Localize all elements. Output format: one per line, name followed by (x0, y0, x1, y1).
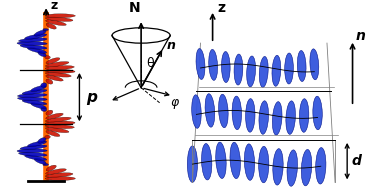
Ellipse shape (20, 145, 47, 150)
Ellipse shape (19, 38, 47, 42)
Ellipse shape (219, 94, 228, 128)
Ellipse shape (43, 164, 48, 166)
Ellipse shape (46, 130, 60, 136)
Ellipse shape (22, 100, 47, 105)
Ellipse shape (20, 45, 47, 49)
Ellipse shape (187, 146, 198, 182)
Ellipse shape (45, 14, 75, 18)
Ellipse shape (45, 173, 73, 177)
Ellipse shape (31, 85, 46, 91)
Ellipse shape (310, 49, 319, 80)
Ellipse shape (31, 103, 46, 109)
Ellipse shape (273, 149, 283, 185)
Ellipse shape (202, 143, 212, 180)
Ellipse shape (205, 94, 215, 127)
Ellipse shape (259, 57, 268, 87)
Ellipse shape (45, 127, 69, 133)
Ellipse shape (287, 150, 298, 186)
Ellipse shape (17, 149, 47, 153)
Ellipse shape (315, 148, 326, 184)
Ellipse shape (209, 49, 217, 80)
Ellipse shape (301, 149, 312, 186)
Ellipse shape (232, 96, 242, 130)
Ellipse shape (297, 50, 306, 81)
Ellipse shape (272, 55, 281, 86)
Text: z: z (217, 1, 225, 15)
Ellipse shape (285, 53, 294, 84)
Ellipse shape (41, 83, 47, 87)
Ellipse shape (45, 17, 73, 22)
Ellipse shape (46, 79, 53, 84)
Ellipse shape (46, 113, 63, 119)
Ellipse shape (38, 51, 46, 57)
Ellipse shape (247, 56, 255, 87)
Text: θ: θ (146, 57, 153, 70)
Ellipse shape (259, 146, 269, 183)
Ellipse shape (27, 47, 46, 53)
Ellipse shape (46, 165, 56, 171)
Text: d: d (351, 154, 361, 168)
Ellipse shape (234, 54, 243, 85)
Ellipse shape (46, 110, 53, 115)
Ellipse shape (45, 69, 75, 73)
Ellipse shape (272, 102, 282, 135)
Ellipse shape (34, 158, 46, 164)
Ellipse shape (18, 97, 47, 101)
Text: φ: φ (170, 96, 179, 109)
Ellipse shape (286, 101, 295, 134)
Text: n: n (167, 40, 176, 53)
Ellipse shape (25, 155, 47, 160)
Ellipse shape (45, 125, 74, 129)
Ellipse shape (43, 29, 48, 31)
Ellipse shape (25, 34, 47, 39)
Ellipse shape (27, 141, 46, 147)
Ellipse shape (259, 101, 269, 134)
Text: z: z (51, 0, 58, 12)
Ellipse shape (45, 117, 71, 122)
Ellipse shape (244, 144, 255, 180)
Ellipse shape (45, 72, 71, 77)
Ellipse shape (46, 75, 63, 81)
Text: p: p (86, 90, 97, 105)
Ellipse shape (46, 58, 60, 64)
Ellipse shape (192, 95, 201, 128)
Ellipse shape (45, 20, 66, 26)
Ellipse shape (34, 30, 46, 36)
Ellipse shape (45, 121, 75, 125)
Ellipse shape (41, 107, 47, 112)
Ellipse shape (19, 152, 47, 156)
Ellipse shape (18, 93, 47, 97)
Ellipse shape (313, 96, 322, 130)
Ellipse shape (46, 23, 56, 29)
Ellipse shape (45, 177, 75, 180)
Ellipse shape (221, 52, 230, 83)
Ellipse shape (17, 42, 47, 45)
Ellipse shape (38, 138, 46, 143)
Ellipse shape (45, 66, 74, 70)
Ellipse shape (45, 135, 50, 139)
Ellipse shape (196, 49, 205, 79)
Ellipse shape (45, 56, 50, 59)
Ellipse shape (45, 169, 66, 174)
Text: N: N (129, 1, 140, 15)
Ellipse shape (246, 99, 255, 132)
Ellipse shape (216, 142, 226, 178)
Ellipse shape (22, 89, 47, 94)
Text: n: n (355, 29, 365, 43)
Ellipse shape (45, 62, 69, 67)
Ellipse shape (230, 142, 240, 179)
Ellipse shape (299, 99, 309, 132)
